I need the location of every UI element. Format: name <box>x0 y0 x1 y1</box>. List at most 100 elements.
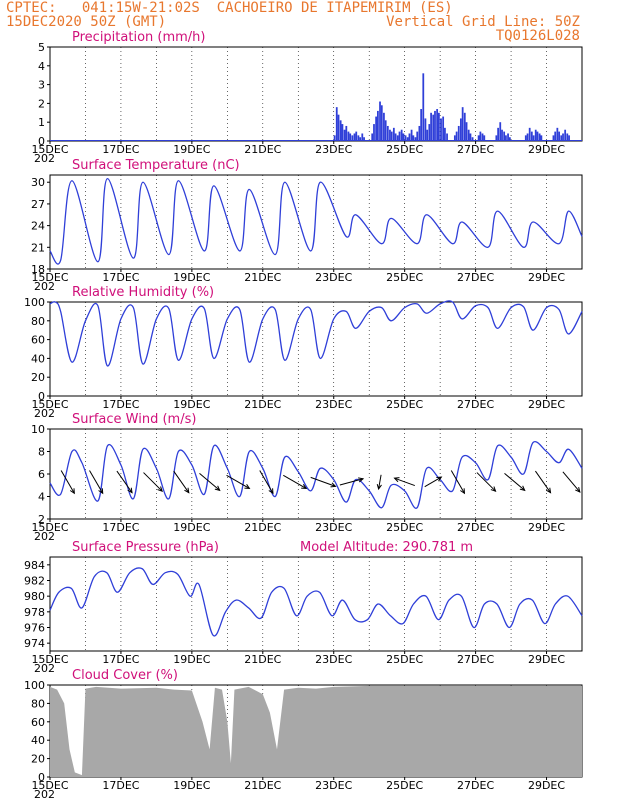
rh-xtick-label: 23DEC <box>315 398 352 411</box>
wind-arrow <box>394 477 415 487</box>
rh-ytick-label: 100 <box>24 296 45 309</box>
precip-bar <box>353 133 356 141</box>
wind-arrow <box>143 472 163 492</box>
wind-arrow-head <box>575 487 581 493</box>
precip-bar <box>383 112 385 141</box>
precip-bar <box>400 129 403 141</box>
wind-arrow-head <box>184 487 190 494</box>
precip-bar <box>528 127 531 141</box>
precip-bar <box>436 109 439 141</box>
pressure-xtick-sublabel: 202 <box>34 662 55 675</box>
precip-bar <box>453 135 456 141</box>
precip-bar <box>355 131 358 141</box>
pressure-xtick-label: 21DEC <box>244 653 281 666</box>
wind-arrow <box>226 474 250 489</box>
rh-xtick-label: 21DEC <box>244 398 281 411</box>
wind-xtick-label: 25DEC <box>386 521 423 534</box>
wind-xtick-label: 27DEC <box>457 521 494 534</box>
precip-bar <box>558 131 561 141</box>
temp-xtick-label: 23DEC <box>315 271 352 284</box>
wind-arrow-head <box>301 484 308 490</box>
precip-bar <box>384 120 387 141</box>
precip-bar <box>536 131 539 141</box>
rh-ytick-label: 60 <box>31 334 45 347</box>
wind-arrow <box>283 474 307 489</box>
cloud-title: Cloud Cover (%) <box>72 668 178 683</box>
precip-bar <box>351 135 354 141</box>
wind-arrow-head <box>490 486 497 493</box>
precip-bar <box>357 135 360 141</box>
wind-ytick-label: 10 <box>31 423 45 436</box>
precip-bar <box>469 133 472 141</box>
temp-xtick-label: 25DEC <box>386 271 423 284</box>
wind-arrow-head <box>268 488 274 495</box>
temp-frame <box>49 174 583 270</box>
precip-bar <box>410 129 413 141</box>
precip-bar <box>562 133 564 141</box>
precip-bar <box>457 125 460 141</box>
precip-bar <box>418 125 421 141</box>
wind-arrow <box>60 470 75 494</box>
precip-bar <box>566 133 569 141</box>
precip-bar <box>463 112 466 141</box>
wind-arrow-head <box>393 477 400 483</box>
precip-xtick-label: 23DEC <box>315 143 352 156</box>
wind-ytick-label: 4 <box>38 491 45 504</box>
precip-xtick-label: 27DEC <box>457 143 494 156</box>
wind-xtick-label: 21DEC <box>244 521 281 534</box>
precip-bar <box>438 112 440 141</box>
pressure-ytick-label: 984 <box>24 559 45 572</box>
precip-bar <box>432 114 435 141</box>
wind-xtick-label: 29DEC <box>528 521 565 534</box>
precip-bar <box>414 137 417 141</box>
cloud-xtick-label: 27DEC <box>457 779 494 792</box>
cloud-xtick-label: 21DEC <box>244 779 281 792</box>
wind-arrow-head <box>519 485 526 492</box>
precip-bar <box>444 127 446 141</box>
precip-bar <box>508 137 511 141</box>
temp-ytick-label: 30 <box>31 176 45 189</box>
cloud-xtick-sublabel: 202 <box>34 788 55 800</box>
rh-ytick-label: 80 <box>31 315 45 328</box>
temp-xtick-label: 19DEC <box>173 271 210 284</box>
precip-bar <box>408 133 411 141</box>
header-run-time: 15DEC2020 50Z (GMT) <box>6 14 167 30</box>
temp-xtick-sublabel: 202 <box>34 280 55 293</box>
precip-bar <box>341 124 344 141</box>
cloud-xtick-label: 19DEC <box>173 779 210 792</box>
precip-ytick-label: 0 <box>38 135 45 148</box>
cloud-ytick-label: 40 <box>31 734 45 747</box>
precip-bar <box>339 120 342 141</box>
precip-bar <box>371 133 374 141</box>
wind-xtick-label: 19DEC <box>173 521 210 534</box>
precip-bar <box>507 133 509 141</box>
wind-arrow <box>504 473 526 491</box>
precip-bar <box>363 137 365 141</box>
precip-bar <box>389 129 391 141</box>
pressure-ytick-label: 978 <box>24 606 45 619</box>
precip-xtick-label: 21DEC <box>244 143 281 156</box>
precip-bar <box>538 133 541 141</box>
precip-frame <box>49 46 583 142</box>
precip-bar <box>349 133 352 141</box>
cloud-xtick-label: 17DEC <box>102 779 139 792</box>
precip-xtick-sublabel: 202 <box>34 152 55 165</box>
precip-bar <box>428 124 431 141</box>
wind-arrow-head <box>98 488 104 495</box>
temp-series-line <box>49 177 583 265</box>
precip-bar <box>495 135 498 141</box>
rh-title: Relative Humidity (%) <box>72 285 214 300</box>
precip-bar <box>420 109 423 141</box>
precip-xtick-label: 25DEC <box>386 143 423 156</box>
precip-bar <box>564 129 567 141</box>
wind-arrow-head <box>330 482 337 488</box>
wind-arrow <box>173 470 190 493</box>
pressure-frame <box>49 556 583 652</box>
cloud-cover-area <box>50 685 582 777</box>
wind-arrow-head <box>358 477 365 483</box>
wind-arrow <box>339 478 364 486</box>
precip-bar <box>337 114 340 141</box>
precip-bar <box>394 133 397 141</box>
rh-xtick-sublabel: 202 <box>34 407 55 420</box>
precip-bar <box>505 135 507 141</box>
